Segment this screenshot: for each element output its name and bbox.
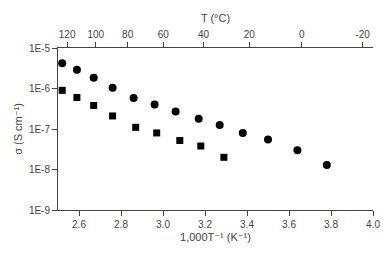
svg-text:3.4: 3.4 (240, 219, 254, 230)
svg-text:20: 20 (244, 29, 256, 40)
svg-text:T (°C): T (°C) (201, 12, 230, 24)
svg-text:4.0: 4.0 (366, 219, 380, 230)
svg-text:2.6: 2.6 (72, 219, 86, 230)
svg-text:120: 120 (59, 29, 76, 40)
svg-text:60: 60 (158, 29, 170, 40)
svg-text:0: 0 (299, 29, 305, 40)
svg-text:1E-8: 1E-8 (29, 164, 51, 175)
svg-text:σ (S cm⁻¹): σ (S cm⁻¹) (12, 103, 24, 155)
svg-text:40: 40 (198, 29, 210, 40)
svg-text:100: 100 (87, 29, 104, 40)
svg-text:3.8: 3.8 (324, 219, 338, 230)
svg-text:-20: -20 (355, 29, 370, 40)
svg-text:3.2: 3.2 (198, 219, 212, 230)
svg-text:1E-7: 1E-7 (29, 124, 51, 135)
svg-text:1E-5: 1E-5 (29, 43, 51, 54)
svg-text:1E-9: 1E-9 (29, 205, 51, 216)
svg-text:1,000T⁻¹ (K⁻¹): 1,000T⁻¹ (K⁻¹) (180, 231, 251, 243)
svg-text:3.0: 3.0 (156, 219, 170, 230)
svg-text:1E-6: 1E-6 (29, 83, 51, 94)
svg-text:2.8: 2.8 (114, 219, 128, 230)
svg-text:3.6: 3.6 (282, 219, 296, 230)
svg-text:80: 80 (122, 29, 134, 40)
